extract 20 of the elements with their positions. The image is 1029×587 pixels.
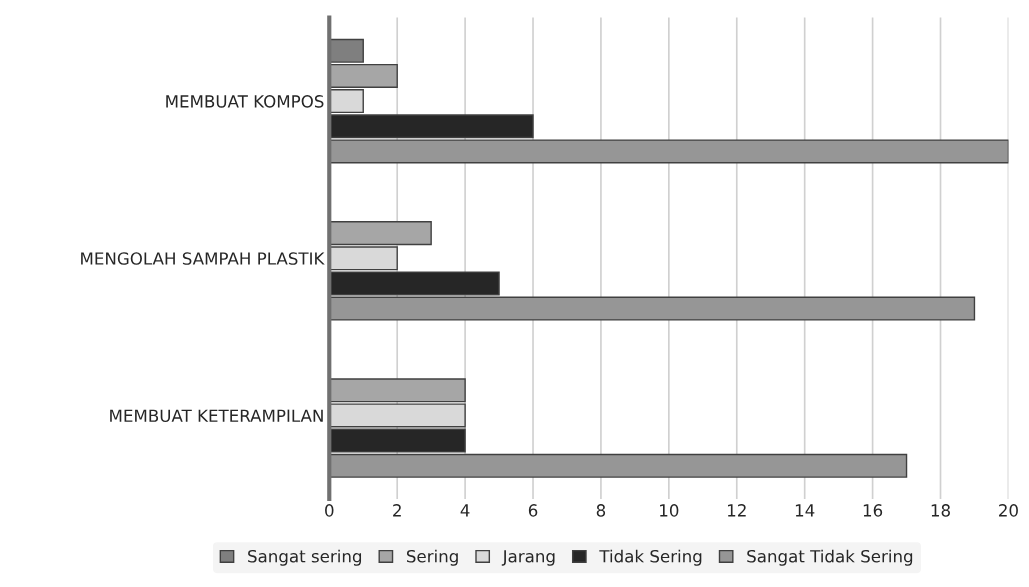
x-tick-label: 0 xyxy=(325,504,334,517)
legend-label: Sering xyxy=(406,549,458,566)
x-tick-label: 10 xyxy=(660,504,679,517)
bar xyxy=(329,296,976,321)
legend-label: Tidak Sering xyxy=(599,549,702,566)
y-tick-label: MEMBUAT KOMPOS xyxy=(166,95,324,108)
x-tick-label: 6 xyxy=(528,504,538,517)
x-tick-label: 2 xyxy=(393,504,401,517)
x-tick-label: 18 xyxy=(931,504,950,517)
x-tick-label: 8 xyxy=(596,504,606,517)
x-tick-label: 12 xyxy=(727,504,746,517)
legend-label: Sangat Tidak Sering xyxy=(747,549,913,566)
x-tick-label: 4 xyxy=(460,504,470,517)
x-tick-label: 16 xyxy=(863,504,883,517)
x-tick-label: 14 xyxy=(795,504,815,517)
x-tick-label: 20 xyxy=(999,504,1018,517)
legend-label: Sangat sering xyxy=(248,549,362,566)
y-tick-label: MEMBUAT KETERAMPILAN xyxy=(110,409,323,423)
y-tick-label: MENGOLAH SAMPAH PLASTIK xyxy=(81,252,325,265)
legend-label: Jarang xyxy=(501,550,555,566)
